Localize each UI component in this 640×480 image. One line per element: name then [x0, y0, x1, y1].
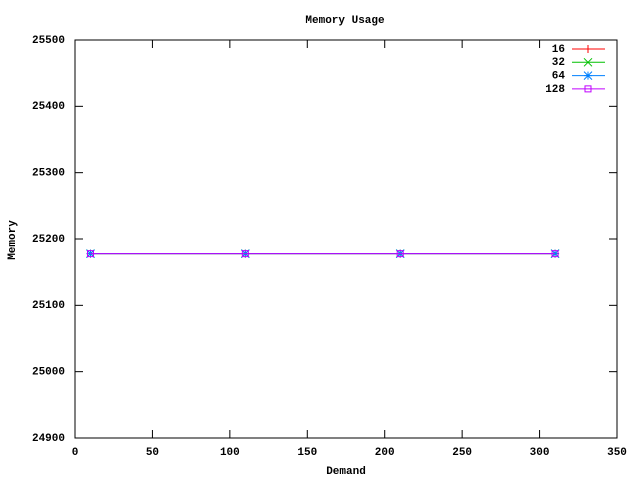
marker	[583, 71, 593, 80]
marker	[396, 250, 404, 258]
x-tick-label: 200	[375, 447, 395, 459]
marker	[86, 249, 95, 258]
chart-title: Memory Usage	[305, 15, 385, 27]
y-tick-label: 24900	[32, 433, 65, 445]
marker	[86, 250, 94, 258]
x-tick-label: 100	[220, 447, 240, 459]
legend-label: 16	[552, 44, 565, 56]
x-tick-label: 150	[297, 447, 317, 459]
legend-label: 32	[552, 57, 565, 69]
y-tick-label: 25500	[32, 35, 65, 47]
y-tick-label: 25000	[32, 367, 65, 379]
x-tick-label: 300	[530, 447, 550, 459]
plot-border	[74, 39, 618, 439]
marker	[584, 85, 592, 93]
x-axis-label: Demand	[326, 466, 366, 478]
marker	[551, 250, 559, 258]
x-tick-label: 250	[452, 447, 472, 459]
y-tick-label: 25200	[32, 234, 65, 246]
y-tick-label: 25400	[32, 101, 65, 113]
marker	[583, 57, 593, 67]
legend-label: 128	[545, 84, 565, 96]
marker	[584, 45, 592, 53]
marker	[241, 250, 249, 258]
x-tick-label: 0	[72, 447, 79, 459]
x-tick-label: 350	[607, 447, 627, 459]
x-tick-label: 50	[146, 447, 159, 459]
legend-label: 64	[552, 71, 566, 83]
y-axis-label: Memory	[7, 220, 19, 260]
y-tick-label: 25100	[32, 300, 65, 312]
y-tick-label: 25300	[32, 168, 65, 180]
